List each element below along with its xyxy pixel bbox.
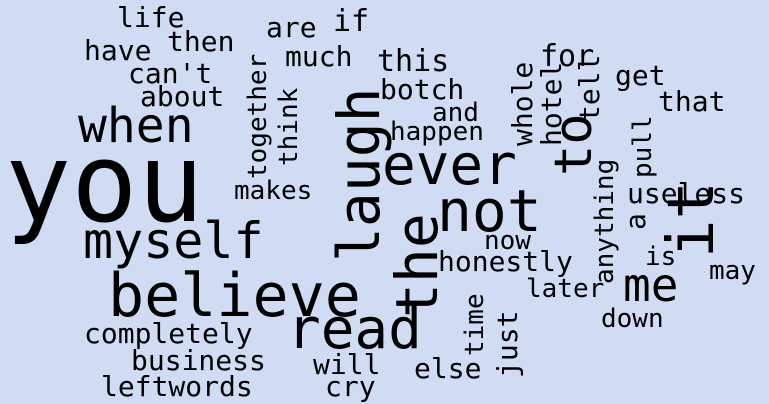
word-tell: tell — [573, 54, 606, 122]
word-then: then — [167, 25, 235, 58]
word-ever: ever — [382, 133, 517, 198]
word-useless: useless — [627, 177, 746, 210]
word-that: that — [658, 85, 726, 118]
word-laugh: laugh — [325, 87, 393, 262]
word-not: not — [437, 177, 542, 245]
word-if: if — [333, 4, 370, 39]
word-just: just — [491, 310, 524, 378]
word-is: is — [645, 242, 677, 272]
word-much: much — [285, 40, 353, 73]
word-time: time — [460, 293, 490, 356]
word-and: and — [432, 98, 479, 128]
word-makes: makes — [234, 176, 313, 206]
word-completely: completely — [84, 317, 253, 350]
word-you: you — [5, 119, 204, 247]
word-it: it — [655, 180, 729, 258]
word-me: me — [623, 258, 679, 312]
word-whole: whole — [506, 61, 539, 146]
word-together: together — [243, 53, 273, 179]
word-else: else — [414, 352, 482, 385]
word-happen: happen — [390, 117, 484, 147]
word-get: get — [615, 59, 666, 92]
word-business: business — [131, 344, 266, 377]
word-will: will — [313, 348, 381, 381]
word-leftwords: leftwords — [101, 370, 253, 403]
word-think: think — [274, 87, 304, 166]
word-myself: myself — [83, 212, 264, 270]
word-read: read — [287, 297, 422, 362]
word-botch: botch — [380, 73, 465, 106]
word-for: for — [540, 39, 595, 74]
word-cry: cry — [325, 370, 376, 403]
word-honestly: honestly — [438, 245, 573, 278]
word-life: life — [117, 1, 185, 34]
word-anything: anything — [590, 158, 620, 284]
word-about: about — [140, 80, 225, 113]
word-have: have — [84, 34, 152, 67]
word-are: are — [266, 11, 317, 44]
word-cant: can't — [128, 57, 213, 90]
word-now: now — [484, 226, 531, 256]
word-when: when — [78, 98, 194, 154]
word-hotel: hotel — [535, 61, 568, 146]
word-later: later — [526, 274, 605, 304]
word-pull: pull — [628, 115, 658, 178]
word-believe: believe — [108, 261, 361, 331]
word-a: a — [619, 213, 652, 230]
word-may: may — [709, 256, 756, 286]
word-this: this — [377, 44, 450, 79]
word-down: down — [601, 304, 664, 334]
word-the: the — [383, 213, 451, 318]
